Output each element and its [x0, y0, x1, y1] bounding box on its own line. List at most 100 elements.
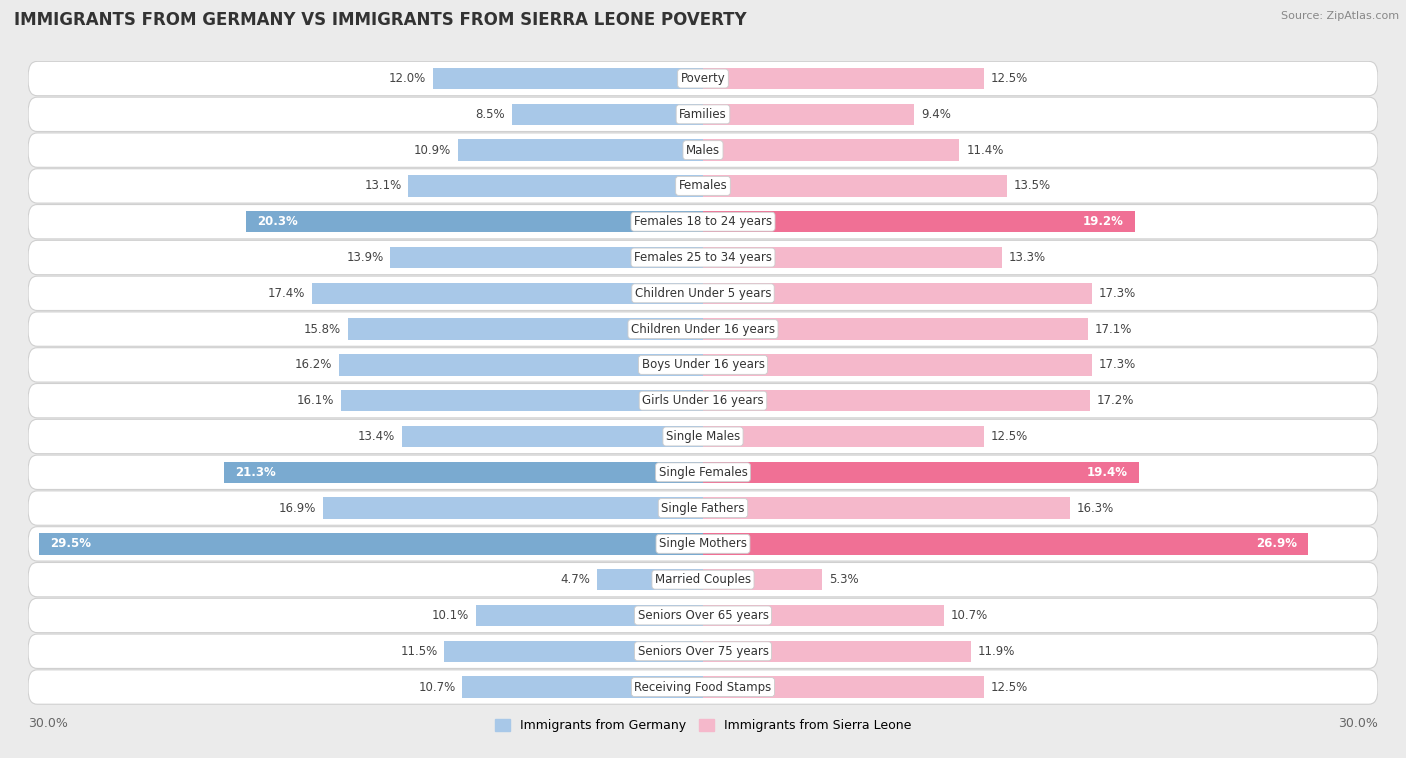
Bar — [703, 283, 1092, 304]
Bar — [475, 605, 703, 626]
Text: 11.5%: 11.5% — [401, 645, 437, 658]
FancyBboxPatch shape — [28, 97, 1378, 132]
Text: Seniors Over 65 years: Seniors Over 65 years — [637, 609, 769, 622]
Text: Single Fathers: Single Fathers — [661, 502, 745, 515]
Text: Single Females: Single Females — [658, 465, 748, 479]
Bar — [703, 318, 1088, 340]
Bar — [433, 67, 703, 89]
Bar — [402, 426, 703, 447]
Text: Children Under 16 years: Children Under 16 years — [631, 323, 775, 336]
Text: Females 18 to 24 years: Females 18 to 24 years — [634, 215, 772, 228]
FancyBboxPatch shape — [28, 133, 1378, 168]
Text: 30.0%: 30.0% — [28, 718, 67, 731]
Text: 11.9%: 11.9% — [977, 645, 1015, 658]
Bar — [703, 676, 984, 698]
Text: 17.3%: 17.3% — [1099, 359, 1136, 371]
FancyBboxPatch shape — [28, 312, 1378, 346]
Text: 16.1%: 16.1% — [297, 394, 335, 407]
Text: 30.0%: 30.0% — [1339, 718, 1378, 731]
Text: 16.2%: 16.2% — [294, 359, 332, 371]
Bar — [703, 426, 984, 447]
Text: 13.3%: 13.3% — [1010, 251, 1046, 264]
Text: 13.4%: 13.4% — [357, 430, 395, 443]
Text: 15.8%: 15.8% — [304, 323, 340, 336]
Bar — [703, 390, 1090, 412]
FancyBboxPatch shape — [28, 61, 1378, 96]
Text: Boys Under 16 years: Boys Under 16 years — [641, 359, 765, 371]
Text: Females: Females — [679, 180, 727, 193]
Bar — [703, 569, 823, 590]
Text: 12.5%: 12.5% — [991, 430, 1028, 443]
Bar — [703, 462, 1139, 483]
Text: Receiving Food Stamps: Receiving Food Stamps — [634, 681, 772, 694]
Bar — [39, 533, 703, 555]
Bar — [463, 676, 703, 698]
Legend: Immigrants from Germany, Immigrants from Sierra Leone: Immigrants from Germany, Immigrants from… — [491, 714, 915, 738]
Text: 10.7%: 10.7% — [950, 609, 987, 622]
Text: 13.1%: 13.1% — [364, 180, 402, 193]
Text: 12.5%: 12.5% — [991, 681, 1028, 694]
Text: Girls Under 16 years: Girls Under 16 years — [643, 394, 763, 407]
Text: Source: ZipAtlas.com: Source: ZipAtlas.com — [1281, 11, 1399, 21]
Text: 5.3%: 5.3% — [830, 573, 859, 586]
FancyBboxPatch shape — [28, 491, 1378, 525]
FancyBboxPatch shape — [28, 562, 1378, 597]
Text: 10.7%: 10.7% — [419, 681, 456, 694]
Bar — [339, 354, 703, 376]
FancyBboxPatch shape — [28, 384, 1378, 418]
Bar — [703, 641, 970, 662]
Bar — [703, 67, 984, 89]
Bar — [703, 605, 943, 626]
Bar — [703, 497, 1070, 518]
Bar — [340, 390, 703, 412]
Text: 17.3%: 17.3% — [1099, 287, 1136, 300]
Bar — [703, 139, 959, 161]
Text: 11.4%: 11.4% — [966, 143, 1004, 157]
FancyBboxPatch shape — [28, 205, 1378, 239]
Text: 26.9%: 26.9% — [1256, 537, 1296, 550]
Text: 17.1%: 17.1% — [1094, 323, 1132, 336]
Text: 16.9%: 16.9% — [278, 502, 316, 515]
Bar — [323, 497, 703, 518]
Bar — [703, 175, 1007, 196]
Bar — [444, 641, 703, 662]
Text: Children Under 5 years: Children Under 5 years — [634, 287, 772, 300]
Text: 13.9%: 13.9% — [346, 251, 384, 264]
FancyBboxPatch shape — [28, 527, 1378, 561]
Text: 17.4%: 17.4% — [267, 287, 305, 300]
Bar — [598, 569, 703, 590]
Text: Single Mothers: Single Mothers — [659, 537, 747, 550]
Text: Females 25 to 34 years: Females 25 to 34 years — [634, 251, 772, 264]
FancyBboxPatch shape — [28, 240, 1378, 274]
Bar — [246, 211, 703, 233]
Bar — [224, 462, 703, 483]
FancyBboxPatch shape — [28, 455, 1378, 490]
Text: Married Couples: Married Couples — [655, 573, 751, 586]
Text: 13.5%: 13.5% — [1014, 180, 1050, 193]
FancyBboxPatch shape — [28, 419, 1378, 453]
Text: 17.2%: 17.2% — [1097, 394, 1135, 407]
Text: Families: Families — [679, 108, 727, 121]
Text: 19.2%: 19.2% — [1083, 215, 1123, 228]
Text: 10.1%: 10.1% — [432, 609, 470, 622]
Text: 16.3%: 16.3% — [1077, 502, 1114, 515]
Text: Males: Males — [686, 143, 720, 157]
FancyBboxPatch shape — [28, 169, 1378, 203]
Bar — [512, 104, 703, 125]
Text: 21.3%: 21.3% — [235, 465, 276, 479]
Bar — [703, 533, 1308, 555]
FancyBboxPatch shape — [28, 598, 1378, 633]
Text: Poverty: Poverty — [681, 72, 725, 85]
Bar — [703, 354, 1092, 376]
Bar — [703, 247, 1002, 268]
Text: Seniors Over 75 years: Seniors Over 75 years — [637, 645, 769, 658]
Bar — [458, 139, 703, 161]
Text: 20.3%: 20.3% — [257, 215, 298, 228]
Text: 4.7%: 4.7% — [561, 573, 591, 586]
Bar — [391, 247, 703, 268]
FancyBboxPatch shape — [28, 670, 1378, 704]
FancyBboxPatch shape — [28, 276, 1378, 311]
Bar — [347, 318, 703, 340]
Text: 8.5%: 8.5% — [475, 108, 505, 121]
Text: 29.5%: 29.5% — [51, 537, 91, 550]
